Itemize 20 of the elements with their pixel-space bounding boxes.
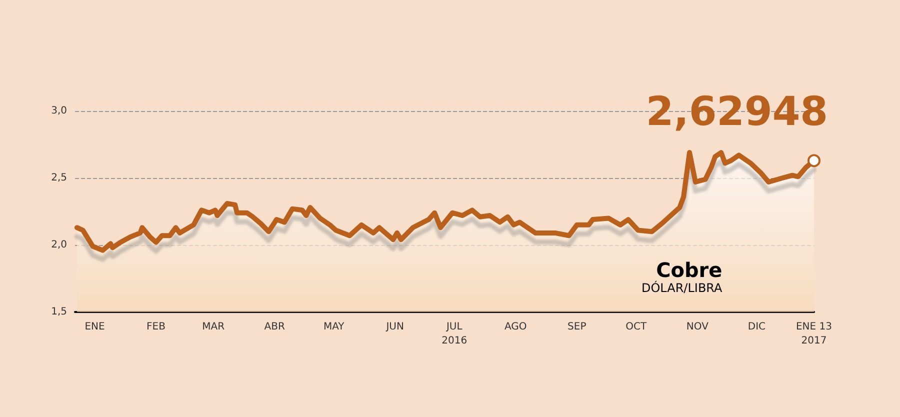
x-tick-label: MAR [202, 322, 225, 332]
text: Cobre [656, 258, 722, 282]
x-tick-label: OCT [626, 322, 648, 332]
x-tick-label: NOV [686, 322, 709, 332]
x-tick-label: ENE [84, 322, 105, 332]
y-tick-label: 3,0 [51, 106, 67, 116]
x-tick-label: JUN [385, 322, 404, 332]
x-tick-label: ENE 13 2017 [796, 322, 832, 346]
x-tick-label: FEB [146, 322, 166, 332]
x-tick-label: AGO [504, 322, 527, 332]
x-tick-label: SEP [568, 322, 586, 332]
y-tick-label: 2,0 [51, 240, 67, 250]
y-tick-label: 1,5 [51, 306, 67, 318]
text: DÓLAR/LIBRA [641, 280, 724, 295]
x-tick-label: JUL 2016 [442, 322, 468, 346]
y-tick-label: 2,5 [51, 172, 67, 184]
x-tick-label: MAY [323, 322, 346, 332]
x-tick-label: DIC [748, 322, 766, 332]
x-tick-label: ABR [264, 322, 285, 332]
annotation: 2,62948 [646, 89, 828, 136]
